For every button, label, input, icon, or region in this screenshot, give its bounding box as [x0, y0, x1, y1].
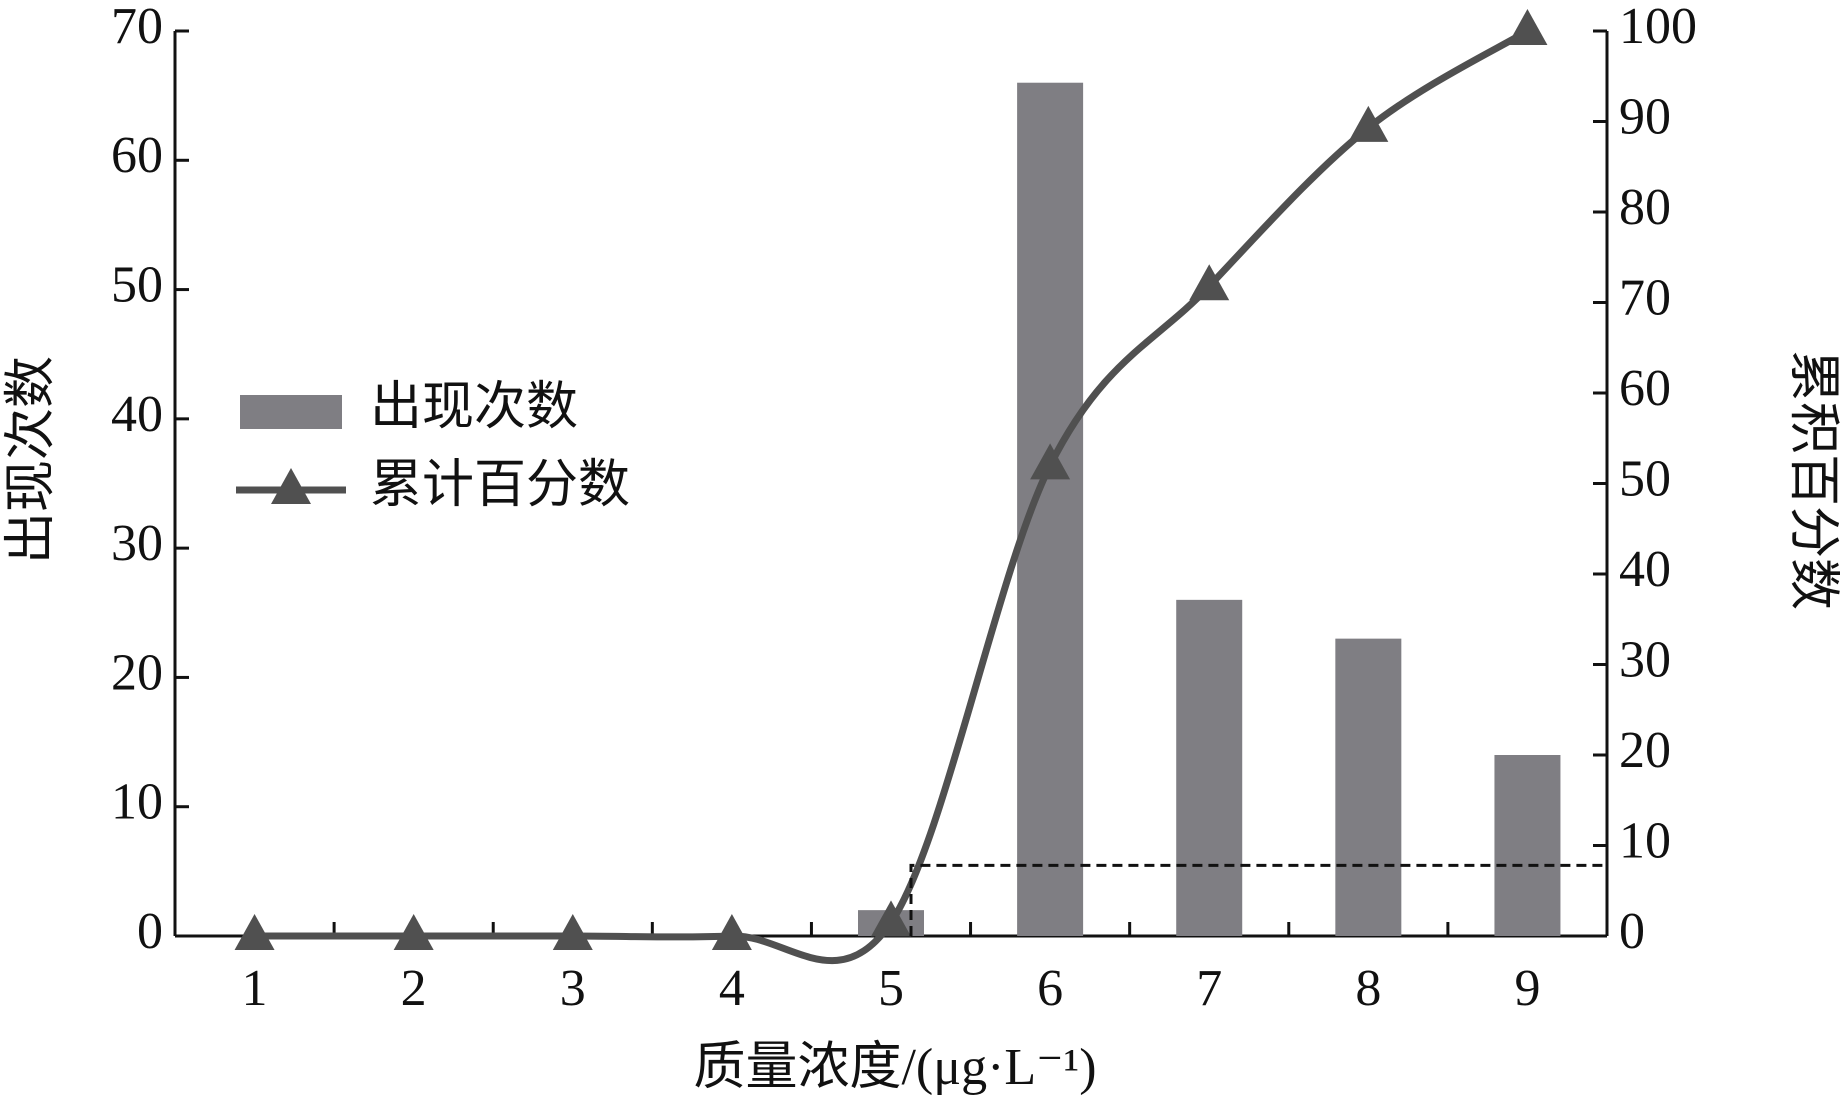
y2-tick-label: 90 — [1619, 88, 1671, 145]
bar — [1335, 638, 1402, 936]
y2-tick-label: 60 — [1619, 360, 1671, 417]
marker — [711, 914, 752, 950]
y-tick-label: 20 — [111, 644, 163, 701]
bar — [1176, 599, 1243, 936]
y-tick-label: 70 — [111, 0, 163, 55]
legend-swatch — [240, 395, 342, 429]
marker — [393, 914, 434, 950]
y2-tick-label: 50 — [1619, 450, 1671, 507]
x-tick-label: 1 — [242, 960, 268, 1017]
legend-marker — [271, 468, 311, 504]
x-tick-label: 4 — [719, 960, 745, 1017]
y2-axis-label: 累积百分数 — [1784, 350, 1840, 610]
x-tick-label: 2 — [401, 960, 427, 1017]
y-tick-label: 60 — [111, 127, 163, 184]
x-tick-label: 3 — [560, 960, 586, 1017]
marker — [552, 914, 593, 950]
x-tick-label: 5 — [878, 960, 904, 1017]
marker — [1189, 264, 1230, 301]
y-axis-label: 出现次数 — [3, 356, 60, 564]
x-tick-label: 9 — [1514, 960, 1540, 1017]
y2-tick-label: 100 — [1619, 0, 1697, 55]
y2-tick-label: 40 — [1619, 541, 1671, 598]
bar — [1017, 82, 1084, 936]
bar — [1494, 755, 1561, 936]
y2-tick-label: 10 — [1619, 812, 1671, 869]
y-tick-label: 30 — [111, 515, 163, 572]
legend-label: 出现次数 — [370, 379, 578, 436]
y2-tick-label: 30 — [1619, 631, 1671, 688]
line — [254, 28, 1530, 965]
x-tick-label: 8 — [1355, 960, 1381, 1017]
marker — [871, 900, 911, 937]
y2-tick-label: 80 — [1619, 179, 1671, 236]
y2-tick-label: 70 — [1619, 269, 1671, 326]
y2-tick-label: 20 — [1619, 722, 1671, 779]
marker — [234, 914, 275, 950]
y-tick-label: 40 — [111, 386, 163, 443]
x-axis-label: 质量浓度/(μg·L⁻¹) — [693, 1039, 1096, 1096]
reference-line — [909, 863, 1607, 936]
x-tick-label: 6 — [1037, 960, 1063, 1017]
marker — [1507, 9, 1548, 45]
y-tick-label: 10 — [111, 774, 163, 831]
y-tick-label: 50 — [111, 257, 163, 314]
legend-label: 累计百分数 — [370, 457, 630, 514]
marker — [1348, 105, 1389, 142]
x-tick-label: 7 — [1196, 960, 1222, 1017]
y2-tick-label: 0 — [1619, 903, 1645, 960]
y-tick-label: 0 — [137, 903, 163, 960]
marker — [1030, 443, 1071, 480]
